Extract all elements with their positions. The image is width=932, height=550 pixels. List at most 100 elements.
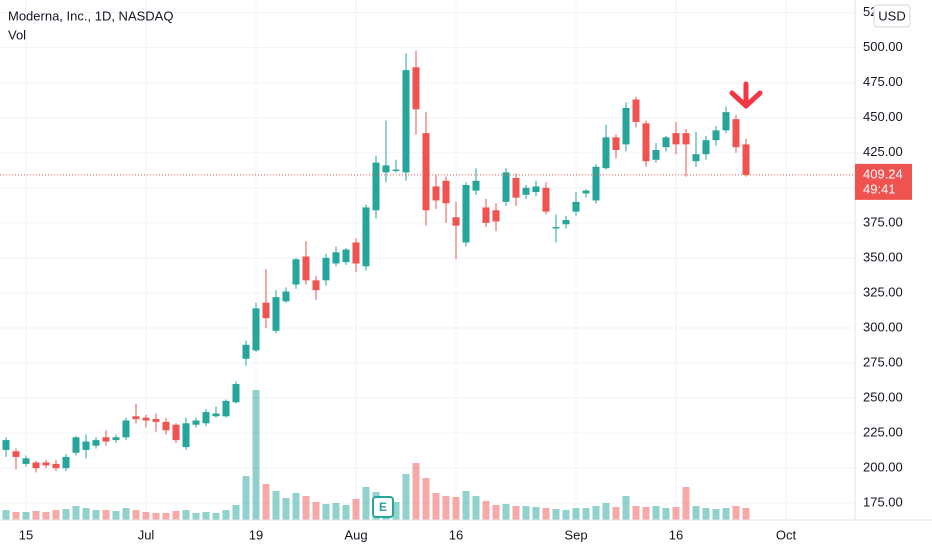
volume-bar [582, 508, 590, 520]
candle-body [742, 144, 750, 175]
x-tick-label: 16 [669, 527, 683, 542]
volume-bar [562, 510, 570, 520]
volume-bar [522, 506, 530, 520]
candle-body [652, 149, 660, 160]
x-tick-label: Oct [776, 527, 797, 542]
x-tick-label: 15 [19, 527, 33, 542]
currency[interactable]: USD [878, 8, 905, 23]
volume-bar [292, 493, 300, 520]
candle-body [552, 227, 560, 229]
volume-bar [692, 506, 700, 520]
volume-bar [722, 508, 730, 520]
candle-body [532, 186, 540, 193]
candle-body [72, 437, 80, 453]
candle-body [92, 440, 100, 446]
candle-body [702, 140, 710, 155]
last-price-box [855, 163, 912, 200]
y-tick-label: 350.00 [863, 249, 903, 264]
earnings-marker: E [379, 500, 387, 514]
volume-label: Vol [8, 27, 26, 42]
candle-body [312, 280, 320, 291]
candle-body [412, 67, 420, 110]
volume-bar [512, 506, 520, 520]
y-tick-label: 225.00 [863, 425, 903, 440]
volume-bar [262, 484, 270, 520]
candle-body [372, 162, 380, 211]
volume-bar [532, 507, 540, 520]
candle-body [522, 187, 530, 195]
volume-bar [122, 508, 130, 520]
candle-body [642, 123, 650, 162]
candle-body [352, 242, 360, 264]
volume-bar [42, 512, 50, 520]
candle-body [382, 165, 390, 173]
volume-bar [162, 513, 170, 520]
volume-bar [432, 493, 440, 520]
volume-bar [682, 487, 690, 520]
x-tick-label: 16 [449, 527, 463, 542]
y-tick-label: 375.00 [863, 214, 903, 229]
volume-bar [352, 499, 360, 520]
volume-bar [202, 512, 210, 520]
candle-body [252, 308, 260, 351]
candle-body [102, 437, 110, 442]
volume-bar [152, 513, 160, 520]
candle-body [482, 207, 490, 223]
volume-bar [82, 508, 90, 520]
volume-bar [542, 508, 550, 520]
candle-body [112, 437, 120, 441]
volume-bar [312, 502, 320, 520]
volume-bar [502, 504, 510, 520]
volume-bar [712, 509, 720, 520]
candle-body [2, 440, 10, 450]
y-tick-label: 475.00 [863, 74, 903, 89]
volume-bar [362, 487, 370, 520]
candle-body [242, 344, 250, 359]
volume-bar [442, 496, 450, 520]
volume-bar [412, 463, 420, 520]
volume-bar [572, 508, 580, 520]
candle-body [152, 419, 160, 422]
volume-bar [492, 505, 500, 520]
volume-bar [672, 507, 680, 520]
earnings-marker-box [372, 496, 394, 518]
candle-body [172, 424, 180, 441]
candle-body [282, 291, 290, 302]
candle-body [512, 178, 520, 198]
candle-body [422, 133, 430, 211]
volume-bar [392, 502, 400, 520]
candle-body [32, 462, 40, 469]
candle-body [432, 186, 440, 201]
candle-body [132, 416, 140, 420]
volume-bar [92, 510, 100, 520]
candle-body [342, 249, 350, 263]
candle-body [632, 99, 640, 122]
volume-bar [192, 513, 200, 520]
volume-bar [172, 511, 180, 520]
volume-bar [482, 501, 490, 520]
candle-body [52, 463, 60, 469]
candle-body [572, 201, 580, 212]
candle-body [302, 256, 310, 281]
volume-bar [242, 476, 250, 520]
candle-body [402, 70, 410, 173]
x-tick-label: Aug [344, 527, 367, 542]
chart-title: Moderna, Inc., 1D, NASDAQ [8, 8, 173, 23]
candle-body [502, 172, 510, 202]
volume-bar [52, 510, 60, 520]
candle-body [262, 302, 270, 319]
currency-box[interactable] [873, 4, 911, 28]
x-tick-label: Jul [138, 527, 155, 542]
x-tick-label: Sep [564, 527, 587, 542]
volume-bar [332, 503, 340, 520]
candle-body [212, 413, 220, 417]
volume-bar [182, 510, 190, 520]
candle-body [542, 187, 550, 212]
y-tick-label: 450.00 [863, 109, 903, 124]
y-tick-label: 275.00 [863, 354, 903, 369]
volume-bar [342, 505, 350, 520]
volume-bar [652, 506, 660, 520]
volume-bar [62, 509, 70, 520]
volume-bar [132, 510, 140, 520]
